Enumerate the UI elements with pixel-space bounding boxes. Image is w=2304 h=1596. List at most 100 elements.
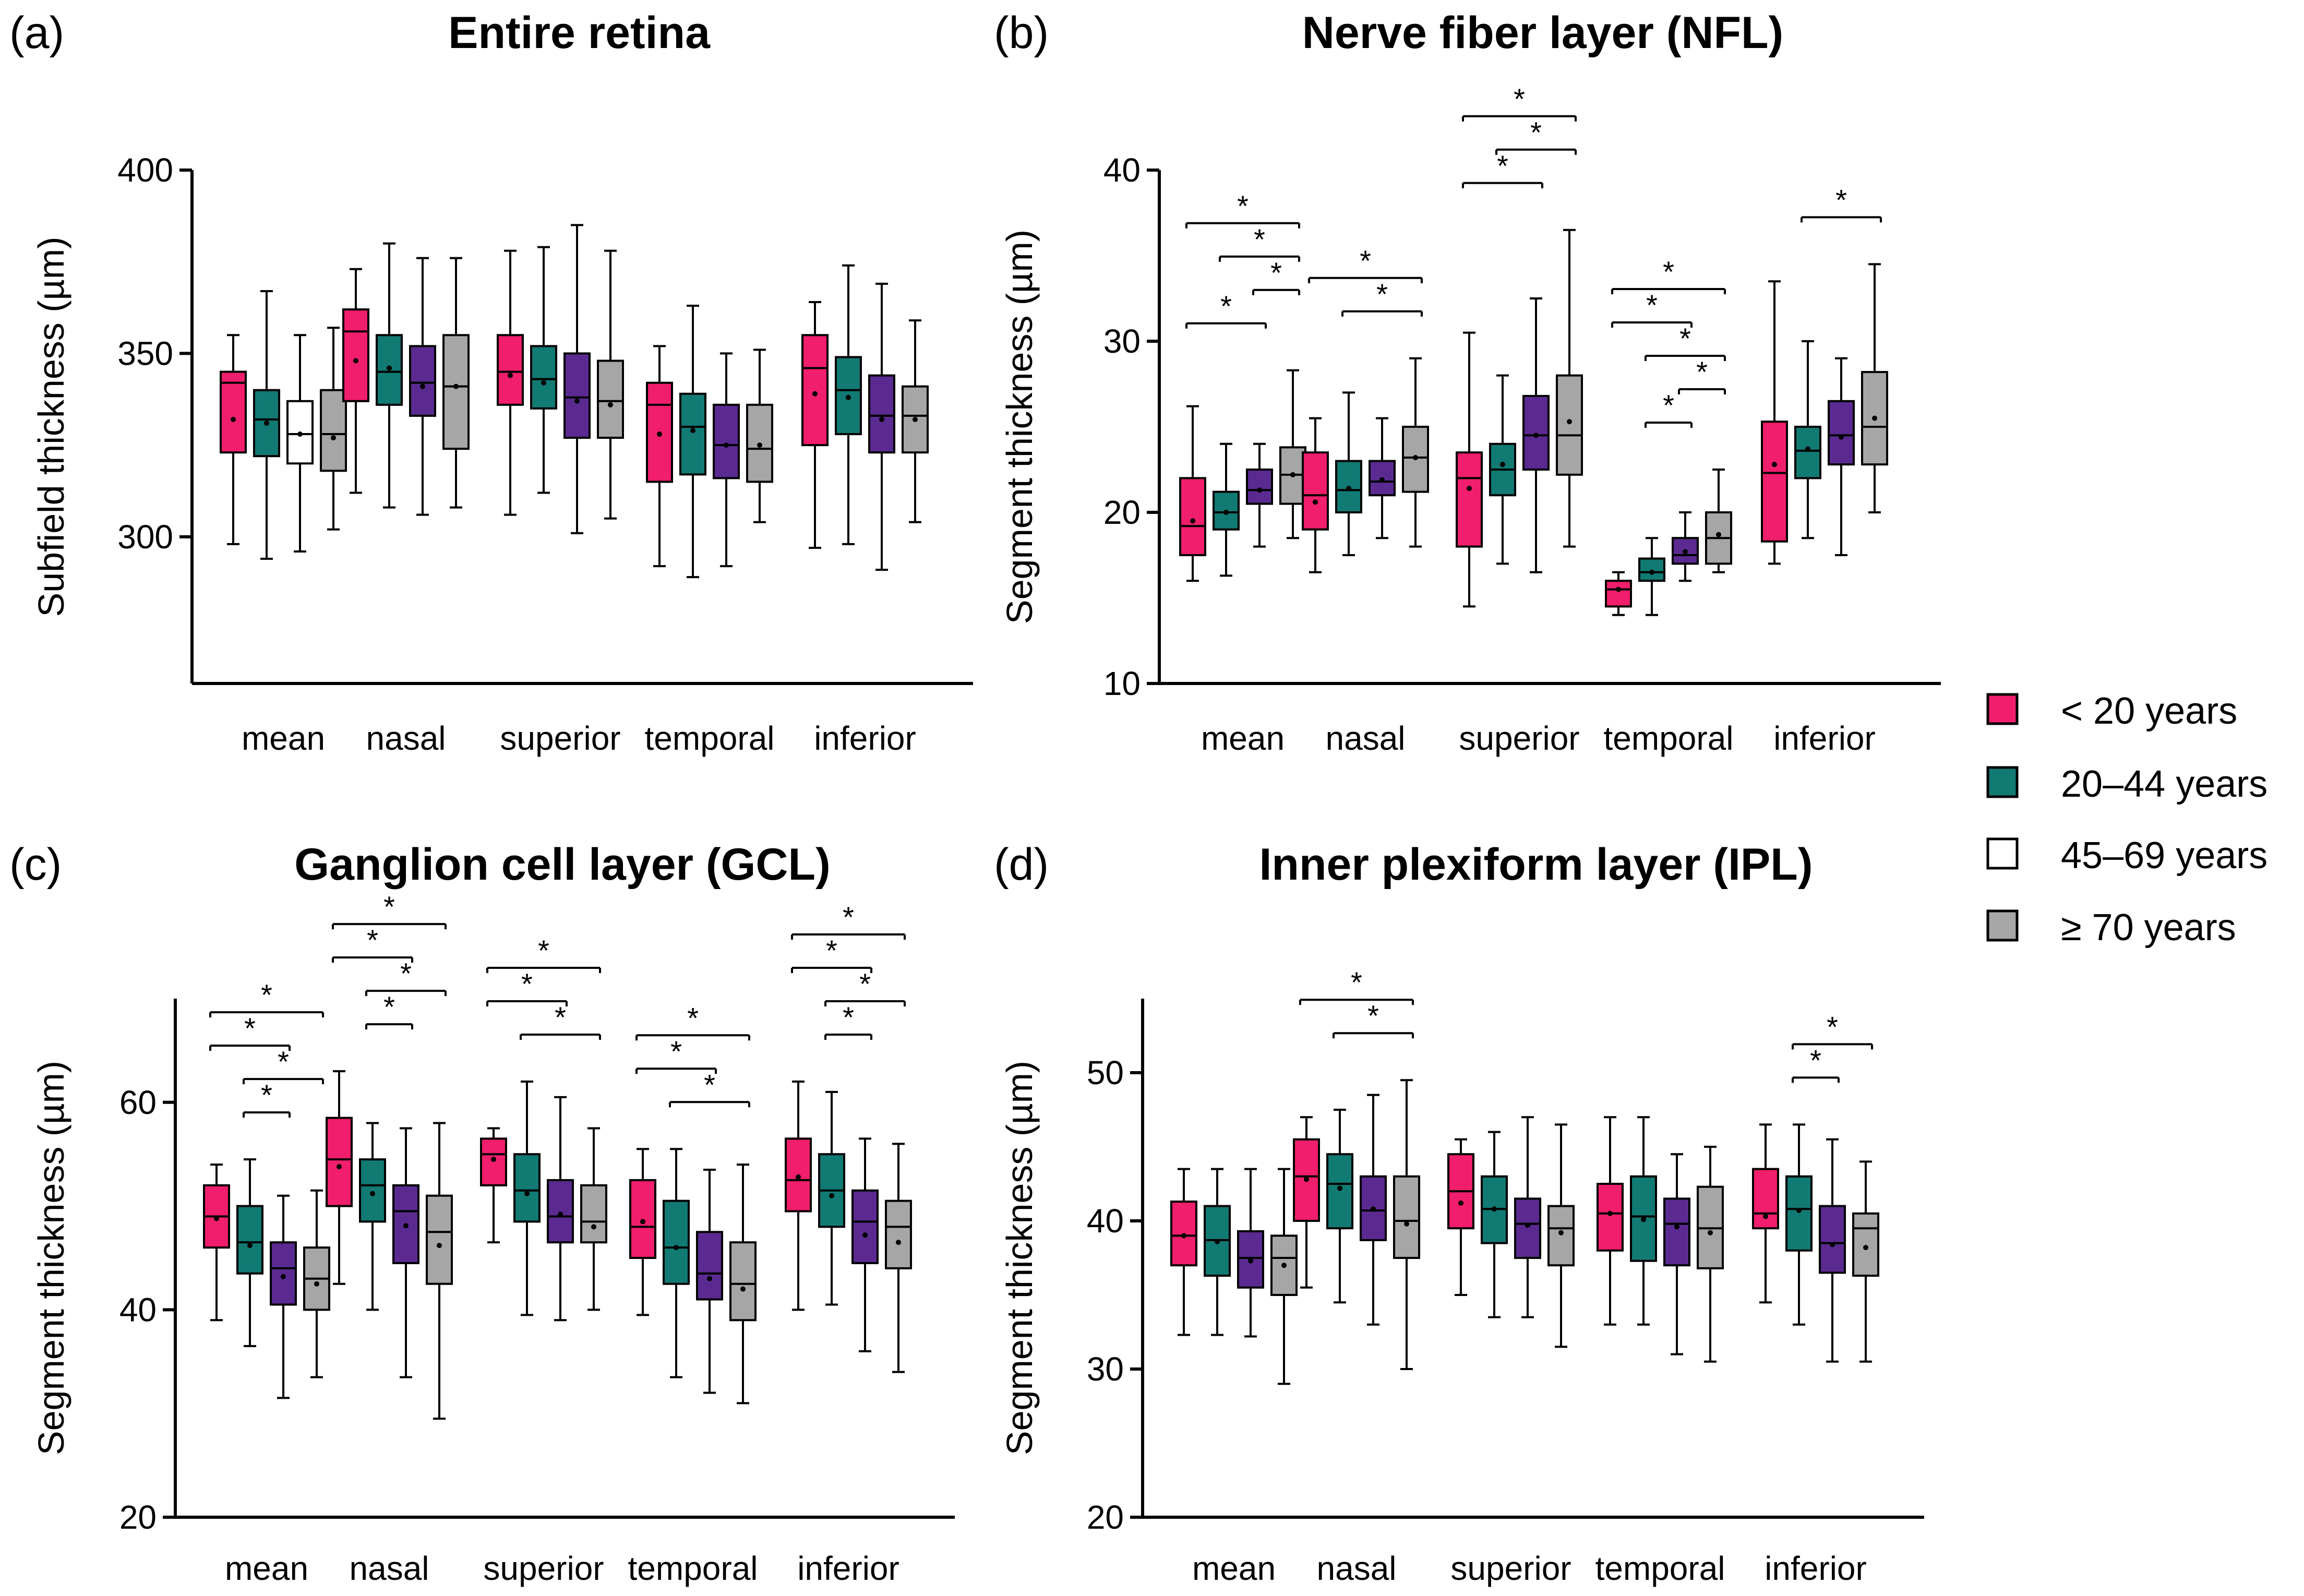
significance-bracket: * [1333, 999, 1414, 1039]
box-mean-dot [337, 1164, 342, 1170]
significance-star: * [1663, 255, 1674, 288]
box-temporal-2 [1663, 1153, 1690, 1355]
significance-bracket: * [1611, 289, 1693, 328]
box-mean-2 [286, 334, 314, 553]
box-mean-dot [1281, 1263, 1287, 1268]
significance-bracket: * [1801, 183, 1882, 223]
significance-bracket: * [1495, 116, 1577, 155]
x-category-label: inferior [797, 1550, 899, 1587]
box-inferior-3 [1852, 1160, 1879, 1363]
box-superior-1 [1481, 1131, 1508, 1318]
significance-star: * [1663, 389, 1674, 422]
box-mean-dot [1616, 586, 1621, 592]
x-category-label: mean [1201, 719, 1285, 757]
significance-star: * [826, 934, 837, 967]
legend-label: < 20 years [2061, 690, 2237, 732]
box-mean-1 [253, 290, 280, 560]
box-mean-dot [1533, 433, 1539, 438]
box-iqr [580, 1184, 607, 1244]
x-category-label: nasal [1317, 1550, 1397, 1587]
box-inferior-1 [835, 264, 862, 545]
chart-panel-2: (c) Ganglion cell layer (GCL) Segment thic… [9, 839, 955, 1587]
legend-swatch [1986, 766, 2019, 798]
box-superior-0 [1447, 1138, 1474, 1296]
legend-label: ≥ 70 years [2061, 907, 2236, 949]
box-mean-dot [541, 380, 546, 386]
box-inferior-3 [902, 319, 929, 523]
chart-title: Ganglion cell layer (GCL) [294, 839, 830, 890]
y-tick-label: 20 [1103, 494, 1141, 531]
box-mean-dot [1223, 510, 1229, 515]
x-category-label: nasal [1326, 719, 1406, 757]
box-nasal-1 [1326, 1109, 1353, 1304]
box-iqr [1794, 426, 1821, 479]
box-iqr [270, 1241, 297, 1306]
significance-star: * [1270, 256, 1282, 289]
box-mean-dot [508, 373, 513, 378]
box-mean-dot [331, 435, 336, 441]
significance-bracket: * [1792, 1010, 1873, 1050]
box-mean-dot [1404, 1221, 1409, 1227]
legend: < 20 years 20–44 years 45–69 years ≥ 70 yea… [1986, 690, 2267, 949]
box-mean-dot [846, 394, 851, 400]
box-nasal-2 [392, 1127, 419, 1378]
significance-bracket: * [1611, 255, 1726, 294]
significance-star: * [1497, 149, 1508, 182]
x-category-label: temporal [628, 1550, 758, 1587]
box-nasal-0 [1302, 417, 1329, 573]
significance-bracket: * [1792, 1043, 1840, 1083]
box-mean-dot [1839, 434, 1844, 440]
box-iqr [547, 1179, 574, 1244]
significance-bracket: * [365, 990, 413, 1030]
y-tick-label: 40 [1087, 1202, 1124, 1240]
significance-star: * [538, 934, 549, 967]
significance-star: * [261, 1078, 272, 1111]
box-mean-dot [1830, 1242, 1835, 1247]
legend-swatch [1986, 909, 2019, 942]
x-category-label: superior [483, 1550, 604, 1587]
box-temporal-0 [1597, 1116, 1624, 1326]
y-tick-label: 10 [1103, 665, 1141, 702]
box-superior-2 [563, 224, 591, 534]
box-mean-dot [1290, 472, 1295, 477]
y-tick-label: 20 [119, 1498, 157, 1536]
box-mean-dot [1558, 1230, 1564, 1235]
box-iqr [868, 374, 895, 454]
significance-star: * [1530, 116, 1542, 149]
box-iqr [1179, 477, 1206, 557]
box-iqr [1752, 1168, 1779, 1230]
legend-swatch [1986, 693, 2019, 725]
significance-star: * [521, 967, 533, 1000]
box-iqr [513, 1153, 541, 1223]
significance-bracket: * [520, 1001, 601, 1040]
box-inferior-0 [1752, 1123, 1779, 1304]
x-category-label: inferior [1773, 719, 1876, 757]
x-category-label: temporal [1595, 1550, 1725, 1587]
box-mean-dot [1346, 486, 1351, 491]
box-iqr [409, 345, 436, 417]
box-mean-dot [558, 1211, 563, 1217]
box-iqr [1605, 580, 1632, 608]
box-superior-3 [1547, 1123, 1575, 1348]
y-axis-label: Segment thickness (µm) [31, 1061, 71, 1455]
significance-bracket: * [1462, 82, 1577, 122]
significance-bracket: * [1185, 290, 1267, 329]
box-nasal-0 [326, 1070, 353, 1285]
box-mean-dot [1500, 462, 1505, 467]
box-mean-dot [1413, 455, 1418, 461]
box-inferior-1 [818, 1090, 845, 1306]
significance-star: * [670, 1035, 682, 1067]
box-iqr [530, 345, 557, 410]
significance-bracket: * [243, 1045, 324, 1085]
box-superior-2 [1522, 297, 1550, 573]
box-iqr [1246, 469, 1273, 505]
significance-bracket: * [669, 1068, 750, 1108]
significance-star: * [1810, 1043, 1821, 1076]
box-inferior-1 [1785, 1123, 1813, 1326]
significance-star: * [687, 1001, 699, 1034]
box-superior-3 [580, 1127, 607, 1311]
box-superior-3 [597, 249, 624, 520]
significance-star: * [1514, 82, 1525, 115]
y-tick-label: 300 [117, 518, 173, 556]
box-mean-dot [403, 1223, 409, 1229]
